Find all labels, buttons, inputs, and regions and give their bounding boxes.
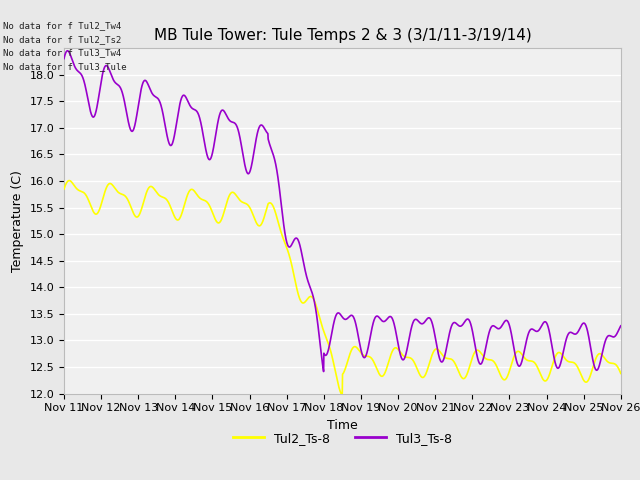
Y-axis label: Temperature (C): Temperature (C) bbox=[11, 170, 24, 272]
Text: No data for f Tul3_Tule: No data for f Tul3_Tule bbox=[3, 62, 127, 71]
Text: No data for f Tul2_Ts2: No data for f Tul2_Ts2 bbox=[3, 35, 122, 44]
Text: No data for f Tul3_Tw4: No data for f Tul3_Tw4 bbox=[3, 48, 122, 58]
Text: No data for f Tul2_Tw4: No data for f Tul2_Tw4 bbox=[3, 22, 122, 31]
X-axis label: Time: Time bbox=[327, 419, 358, 432]
Title: MB Tule Tower: Tule Temps 2 & 3 (3/1/11-3/19/14): MB Tule Tower: Tule Temps 2 & 3 (3/1/11-… bbox=[154, 28, 531, 43]
Legend: Tul2_Ts-8, Tul3_Ts-8: Tul2_Ts-8, Tul3_Ts-8 bbox=[228, 427, 457, 450]
